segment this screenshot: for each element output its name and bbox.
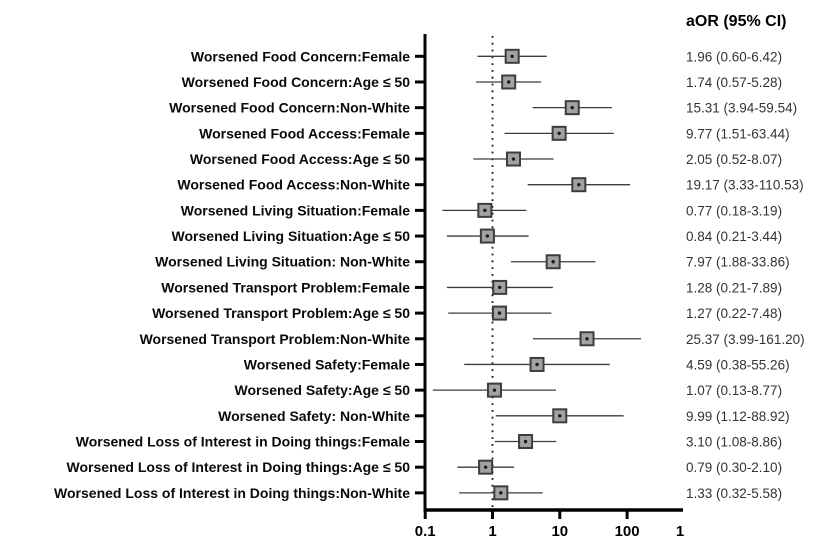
x-tick-label: 1 [676,523,684,540]
aor-value: 4.59 (0.38-55.26) [686,357,790,372]
row-label: Worsened Food Access:Non-White [177,177,410,193]
aor-value: 7.97 (1.88-33.86) [686,255,790,270]
point-marker-dot [506,80,511,84]
forest-row: Worsened Transport Problem:Age ≤ 50 1.27 … [152,305,782,321]
forest-row: Worsened Food Access:Female 9.77 (1.51-63… [199,125,789,141]
row-label: Worsened Loss of Interest in Doing thing… [54,485,410,501]
aor-value: 1.27 (0.22-7.48) [686,306,782,321]
point-marker-dot [497,311,502,315]
point-marker-dot [510,54,514,58]
point-marker-dot [558,414,562,418]
forest-row: Worsened Loss of Interest in Doing thing… [54,485,782,501]
point-marker-dot [577,183,581,187]
aor-value: 19.17 (3.33-110.53) [686,178,804,193]
aor-value: 25.37 (3.99-161.20) [686,332,805,347]
forest-row: Worsened Safety:Female 4.59 (0.38-55.26) [244,356,790,372]
forest-row: Worsened Loss of Interest in Doing thing… [67,459,783,475]
aor-value: 9.99 (1.12-88.92) [686,409,790,424]
point-marker-dot [535,362,539,367]
aor-value: 1.33 (0.32-5.58) [686,486,782,501]
row-label: Worsened Loss of Interest in Doing thing… [67,459,411,475]
forest-row: Worsened Food Access:Age ≤ 50 2.05 (0.52-… [190,151,782,167]
aor-value: 9.77 (1.51-63.44) [686,126,790,141]
row-label: Worsened Transport Problem:Female [161,279,410,295]
aor-value: 3.10 (1.08-8.86) [686,435,782,450]
row-label: Worsened Transport Problem:Non-White [140,331,411,347]
aor-column-header: aOR (95% CI) [686,13,787,30]
row-label: Worsened Food Concern:Age ≤ 50 [182,74,411,90]
forest-row: Worsened Loss of Interest in Doing thing… [76,434,782,450]
x-tick-label: 100 [615,523,640,540]
x-tick-label: 1 [488,523,496,540]
point-marker-dot [485,234,490,238]
row-label: Worsened Living Situation:Age ≤ 50 [172,228,411,244]
aor-value: 2.05 (0.52-8.07) [686,152,782,167]
point-marker-dot [498,285,502,290]
row-label: Worsened Food Access:Female [199,125,410,141]
point-marker-dot [492,388,497,392]
point-marker-dot [585,337,589,341]
aor-value: 1.74 (0.57-5.28) [686,75,782,90]
forest-row: Worsened Transport Problem:Non-White 25.3… [140,331,805,347]
aor-value: 0.77 (0.18-3.19) [686,203,782,218]
point-marker-dot [511,157,516,161]
aor-value: 15.31 (3.94-59.54) [686,101,797,116]
point-marker-dot [551,260,555,264]
point-marker-dot [557,131,561,136]
forest-row: Worsened Living Situation:Age ≤ 50 0.84 (… [172,228,783,244]
x-tick-label: 10 [551,523,568,540]
forest-row: Worsened Living Situation:Female 0.77 (0.… [181,202,782,218]
row-label: Worsened Food Access:Age ≤ 50 [190,151,410,167]
forest-row: Worsened Food Access:Non-White 19.17 (3.3… [177,177,803,193]
row-label: Worsened Safety:Female [244,356,410,372]
row-label: Worsened Loss of Interest in Doing thing… [76,434,410,450]
row-label: Worsened Transport Problem:Age ≤ 50 [152,305,410,321]
point-marker-dot [570,105,574,110]
row-label: Worsened Living Situation:Female [181,202,410,218]
forest-row: Worsened Living Situation: Non-White 7.97… [155,254,789,270]
point-marker-dot [483,208,487,213]
aor-value: 1.07 (0.13-8.77) [686,383,782,398]
point-marker-dot [523,439,528,444]
aor-value: 1.28 (0.21-7.89) [686,280,782,295]
forest-row: Worsened Safety:Age ≤ 50 1.07 (0.13-8.77) [235,382,783,398]
row-label: Worsened Food Concern:Female [191,48,410,64]
forest-row: Worsened Transport Problem:Female 1.28 (0… [161,279,782,295]
forest-row: Worsened Food Concern:Age ≤ 50 1.74 (0.57… [182,74,782,90]
row-label: Worsened Living Situation: Non-White [155,254,410,270]
aor-value: 0.79 (0.30-2.10) [686,460,782,475]
row-label: Worsened Safety: Non-White [218,408,410,424]
point-marker-dot [483,465,488,469]
forest-row: Worsened Food Concern:Non-White 15.31 (3.… [169,100,797,116]
aor-value: 0.84 (0.21-3.44) [686,229,782,244]
forest-row: Worsened Food Concern:Female 1.96 (0.60-6… [191,48,782,64]
x-tick-label: 0.1 [415,523,436,540]
point-marker-dot [499,491,503,495]
forest-row: Worsened Safety: Non-White 9.99 (1.12-88.… [218,408,789,424]
row-label: Worsened Food Concern:Non-White [169,100,410,116]
aor-value: 1.96 (0.60-6.42) [686,49,782,64]
row-label: Worsened Safety:Age ≤ 50 [235,382,411,398]
